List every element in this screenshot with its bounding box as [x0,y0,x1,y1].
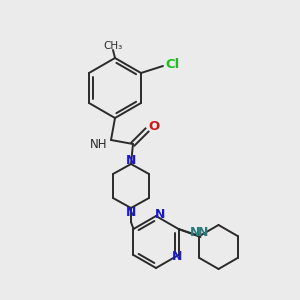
Text: N: N [172,250,183,262]
Text: N: N [126,206,136,218]
Text: N: N [126,154,136,166]
Text: O: O [148,121,160,134]
Text: N: N [198,226,209,238]
Text: N: N [190,226,201,239]
Text: NH: NH [90,137,108,151]
Text: Cl: Cl [166,58,180,71]
Text: CH₃: CH₃ [103,41,123,51]
Text: N: N [155,208,165,221]
